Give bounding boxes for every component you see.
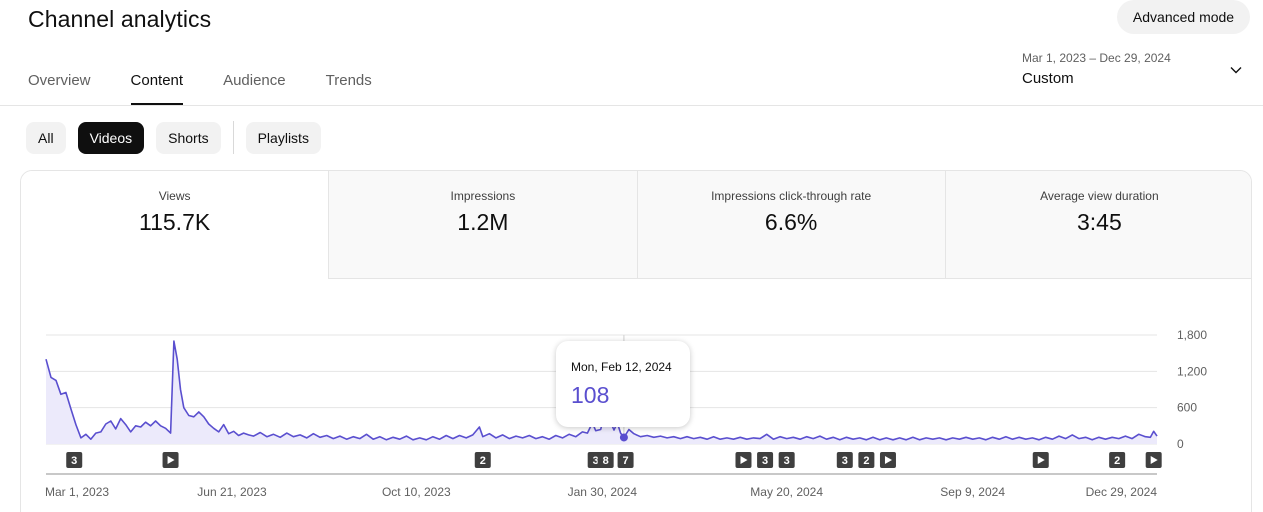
video-upload-marker[interactable]: [1145, 452, 1162, 468]
metric-label: Impressions click-through rate: [711, 189, 872, 203]
marker-box: [617, 452, 634, 468]
content-type-filter: All Videos Shorts Playlists: [26, 121, 333, 154]
video-upload-marker[interactable]: [1032, 452, 1049, 468]
advanced-mode-button[interactable]: Advanced mode: [1117, 0, 1250, 34]
marker-box: [836, 452, 853, 468]
date-range-preset: Custom: [1022, 70, 1074, 87]
x-tick-label: Oct 10, 2023: [382, 485, 451, 499]
chip-videos[interactable]: Videos: [77, 121, 145, 154]
play-icon: [1037, 456, 1045, 464]
upload-count-marker[interactable]: 3: [778, 452, 795, 468]
chevron-down-icon[interactable]: [1228, 62, 1244, 78]
marker-count: 7: [623, 455, 629, 467]
y-tick-label: 600: [1177, 401, 1197, 415]
marker-count: 8: [603, 455, 609, 467]
y-tick-label: 0: [1177, 437, 1184, 451]
tab-bar: Overview Content Audience Trends: [28, 64, 412, 106]
hover-point: [619, 433, 628, 442]
metric-tabs: Views 115.7K Impressions 1.2M Impression…: [21, 171, 1251, 279]
x-tick-label: May 20, 2024: [750, 485, 823, 499]
metric-avg-view-duration[interactable]: Average view duration 3:45: [944, 171, 1251, 279]
video-upload-marker[interactable]: [162, 452, 179, 468]
x-tick-label: Mar 1, 2023: [45, 485, 109, 499]
video-upload-marker[interactable]: [735, 452, 752, 468]
upload-count-marker[interactable]: 2: [1109, 452, 1126, 468]
upload-count-marker[interactable]: 3: [66, 452, 83, 468]
y-tick-label: 1,800: [1177, 328, 1207, 342]
tab-overview[interactable]: Overview: [28, 72, 91, 89]
metric-label: Average view duration: [1040, 189, 1159, 203]
metric-value: 115.7K: [139, 209, 211, 235]
marker-count: 3: [842, 455, 848, 467]
metric-label: Views: [158, 189, 191, 203]
upload-count-marker[interactable]: 3: [836, 452, 853, 468]
series-line: [45, 340, 1158, 441]
page-title: Channel analytics: [28, 6, 212, 32]
play-icon: [884, 456, 892, 464]
chart-tooltip: Mon, Feb 12, 2024 108: [556, 341, 690, 427]
x-tick-label: Sep 9, 2024: [940, 485, 1005, 499]
x-tick-label: Jan 30, 2024: [568, 485, 638, 499]
x-tick-label: Dec 29, 2024: [1086, 485, 1158, 499]
marker-box: [858, 452, 875, 468]
tab-audience[interactable]: Audience: [223, 72, 286, 89]
metric-impressions[interactable]: Impressions 1.2M: [328, 171, 637, 279]
marker-count: 2: [863, 455, 869, 467]
marker-box: [757, 452, 774, 468]
chip-playlists[interactable]: Playlists: [245, 121, 321, 154]
metric-label: Impressions: [450, 189, 516, 203]
tabs-divider: [0, 105, 1263, 106]
metric-value: 6.6%: [764, 209, 818, 235]
chip-all[interactable]: All: [26, 121, 66, 154]
tooltip-value: 108: [571, 382, 610, 408]
chip-shorts[interactable]: Shorts: [156, 121, 221, 154]
metric-value: 1.2M: [457, 209, 509, 235]
tooltip-date: Mon, Feb 12, 2024: [571, 360, 672, 374]
play-icon: [1150, 456, 1158, 464]
play-icon: [740, 456, 748, 464]
upload-count-marker[interactable]: 2: [858, 452, 875, 468]
marker-box: [597, 452, 614, 468]
marker-count: 3: [784, 455, 790, 467]
marker-box: [474, 452, 491, 468]
tab-trends[interactable]: Trends: [325, 72, 372, 89]
marker-count: 3: [762, 455, 768, 467]
series-area: [46, 341, 1157, 444]
chip-divider: [232, 121, 234, 154]
date-range-label: Mar 1, 2023 – Dec 29, 2024: [1022, 51, 1171, 65]
upload-count-marker[interactable]: 8: [597, 452, 614, 468]
marker-count: 3: [593, 455, 599, 467]
analytics-card: Views 115.7K Impressions 1.2M Impression…: [20, 170, 1252, 512]
y-tick-label: 1,200: [1177, 364, 1207, 378]
tab-content[interactable]: Content: [130, 64, 183, 105]
x-tick-label: Jun 21, 2023: [197, 485, 267, 499]
date-range-selector[interactable]: Mar 1, 2023 – Dec 29, 2024 Custom: [1022, 50, 1252, 94]
marker-count: 2: [1114, 455, 1120, 467]
marker-count: 3: [71, 455, 77, 467]
metric-value: 3:45: [1076, 209, 1122, 235]
marker-count: 2: [480, 455, 486, 467]
video-upload-marker[interactable]: [879, 452, 896, 468]
metric-ctr[interactable]: Impressions click-through rate 6.6%: [636, 171, 945, 279]
upload-count-marker[interactable]: 7: [617, 452, 634, 468]
upload-count-marker[interactable]: 3: [757, 452, 774, 468]
upload-count-marker[interactable]: 2: [474, 452, 491, 468]
marker-box: [1109, 452, 1126, 468]
metric-views[interactable]: Views 115.7K: [21, 171, 329, 279]
marker-box: [778, 452, 795, 468]
marker-box: [66, 452, 83, 468]
play-icon: [167, 456, 175, 464]
